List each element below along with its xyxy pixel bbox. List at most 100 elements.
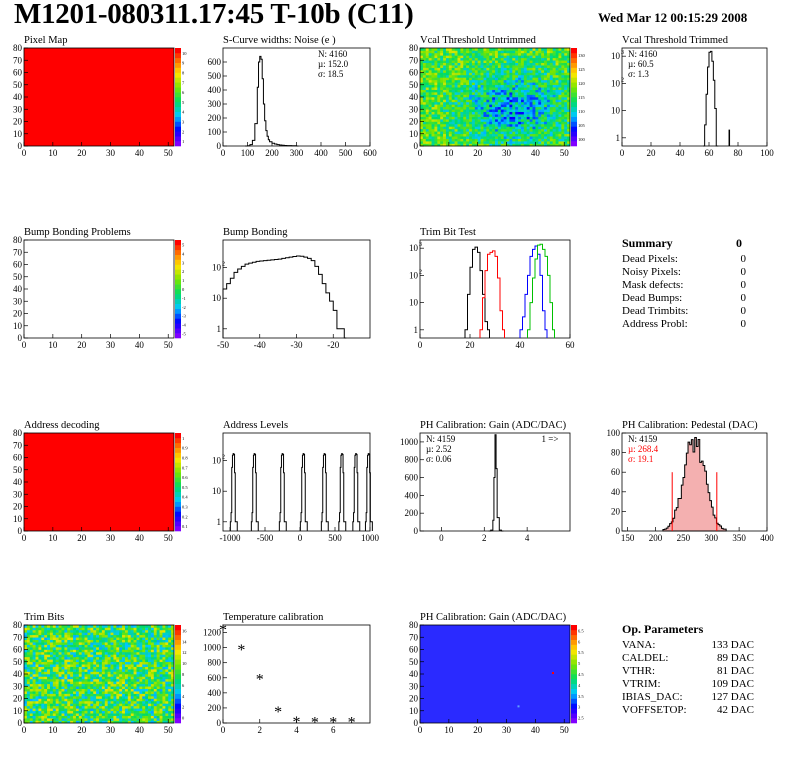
heatmap-cell: [506, 143, 510, 147]
heatmap-cell: [24, 637, 28, 640]
heatmap-cell: [523, 109, 528, 112]
heatmap-cell: [130, 627, 134, 631]
heatmap-cell: [477, 55, 481, 59]
heatmap-cell: [558, 128, 562, 132]
heatmap-cell: [73, 647, 77, 650]
heatmap-cell: [529, 143, 533, 147]
heatmap-cell: [497, 55, 502, 59]
peak-line: [320, 453, 329, 531]
heatmap-cell: [153, 634, 157, 638]
heatmap-cell: [492, 99, 496, 103]
heatmap-cell: [500, 92, 504, 95]
heatmap-cell: [26, 686, 31, 689]
heatmap-cell: [538, 82, 542, 86]
heatmap-cell: [96, 647, 100, 650]
heatmap-cell: [558, 87, 562, 90]
heatmap-cell: [474, 138, 478, 142]
heatmap-cell: [24, 698, 28, 702]
color-scale-step: [175, 269, 181, 275]
color-scale-step: [175, 72, 181, 78]
color-scale-step: [571, 625, 577, 631]
y-tick-label: 40: [409, 92, 419, 102]
heatmap-cell: [49, 710, 54, 714]
heatmap-cell: [486, 106, 490, 110]
heatmap-cell: [122, 632, 126, 636]
heatmap-cell: [445, 136, 450, 139]
heatmap-cell: [541, 92, 545, 95]
heatmap-cell: [526, 126, 530, 130]
heatmap-cell: [133, 710, 137, 714]
heatmap-cell: [434, 133, 438, 137]
heatmap-cell: [35, 683, 39, 687]
heatmap-cell: [445, 133, 450, 137]
heatmap-cell: [500, 104, 504, 108]
heatmap-cell: [532, 60, 536, 63]
heatmap-cell: [41, 659, 45, 663]
heatmap-cell: [469, 62, 473, 66]
heatmap-cell: [35, 642, 39, 645]
heatmap-cell: [93, 703, 97, 707]
heatmap-cell: [107, 634, 111, 638]
heatmap-cell: [454, 74, 458, 78]
heatmap-cell: [70, 693, 74, 697]
heatmap-cell: [437, 57, 441, 61]
heatmap-cell: [153, 691, 157, 694]
color-scale-step: [571, 131, 577, 137]
heatmap-cell: [431, 133, 435, 137]
heatmap-cell: [104, 713, 108, 716]
heatmap-cell: [55, 693, 59, 697]
heatmap-cell: [52, 671, 57, 675]
heatmap-cell: [492, 55, 496, 59]
heatmap-cell: [142, 710, 146, 714]
heatmap-cell: [558, 82, 562, 86]
heatmap-cell: [122, 654, 126, 658]
heatmap-cell: [47, 710, 51, 714]
heatmap-cell: [119, 666, 123, 670]
heatmap-cell: [506, 116, 510, 120]
heatmap-cell: [61, 686, 65, 689]
heatmap-cell: [457, 57, 461, 61]
heatmap-cell: [463, 126, 467, 130]
heatmap-cell: [526, 104, 530, 108]
heatmap-cell: [150, 629, 155, 633]
heatmap-cell: [119, 676, 123, 680]
heatmap-cell: [549, 104, 553, 108]
heatmap-cell: [73, 696, 77, 699]
heatmap-cell: [96, 632, 100, 636]
heatmap-cell: [500, 82, 504, 86]
heatmap-cell: [107, 666, 111, 670]
heatmap-cell: [428, 72, 432, 76]
heatmap-cell: [101, 629, 106, 633]
color-scale-label: 6: [182, 90, 185, 95]
color-scale-step: [175, 501, 181, 507]
heatmap-cell: [480, 55, 484, 59]
heatmap-cell: [153, 715, 157, 719]
x-tick-label: 0: [620, 148, 625, 158]
heatmap-cell: [492, 116, 496, 120]
heatmap-cell: [546, 106, 551, 110]
heatmap-cell: [171, 649, 175, 653]
y-tick-label: 300: [208, 99, 222, 109]
heatmap-cell: [24, 642, 28, 645]
heatmap-cell: [145, 683, 149, 687]
heatmap-cell: [24, 634, 28, 638]
heatmap-cell: [119, 710, 123, 714]
heatmap-cell: [165, 647, 169, 650]
heatmap-cell: [87, 632, 91, 636]
x-tick-label: 30: [106, 533, 116, 543]
heatmap-cell: [96, 718, 100, 721]
heatmap-cell: [104, 683, 108, 687]
heatmap-cell: [101, 642, 106, 645]
x-tick-label: 300: [704, 533, 718, 543]
color-scale-step: [571, 97, 577, 103]
heatmap-cell: [107, 676, 111, 680]
heatmap-cell: [555, 67, 559, 71]
heatmap-cell: [552, 55, 556, 59]
heatmap-cell: [558, 67, 562, 71]
heatmap-cell: [561, 79, 565, 83]
heatmap-cell: [486, 82, 490, 86]
heatmap-cell: [520, 50, 525, 54]
heatmap-cell: [165, 664, 169, 667]
heatmap-cell: [101, 693, 106, 697]
x-tick-label: 0: [22, 533, 27, 543]
